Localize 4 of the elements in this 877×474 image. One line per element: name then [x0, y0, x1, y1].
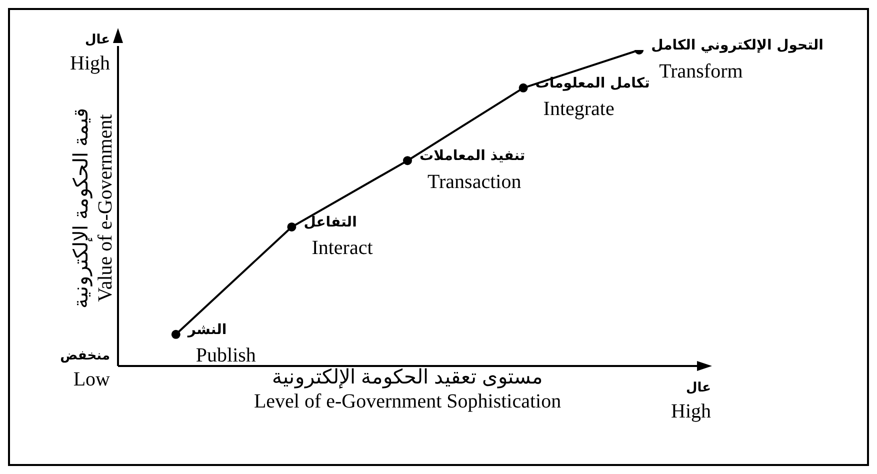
point — [403, 156, 412, 166]
point — [518, 83, 528, 92]
point — [287, 222, 296, 232]
point — [171, 330, 180, 339]
